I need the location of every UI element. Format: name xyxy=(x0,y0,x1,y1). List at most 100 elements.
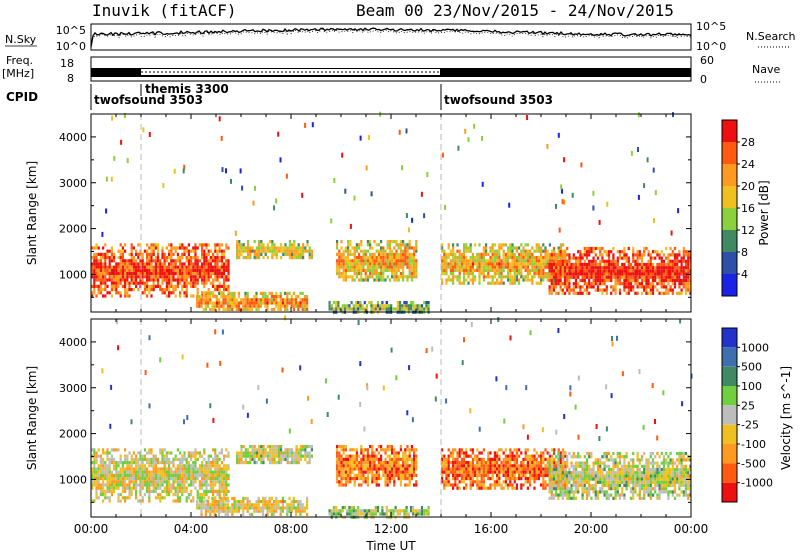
range-gate-cell xyxy=(610,275,613,279)
range-gate-cell xyxy=(264,246,267,250)
range-gate-cell xyxy=(441,272,444,276)
range-gate-cell xyxy=(275,291,278,295)
range-gate-cell xyxy=(124,457,127,461)
range-gate-cell xyxy=(152,265,155,269)
range-gate-cell xyxy=(165,480,168,484)
range-gate-cell xyxy=(275,249,278,253)
range-gate-cell xyxy=(293,252,296,256)
range-gate-cell xyxy=(555,275,558,279)
range-gate-cell xyxy=(165,259,168,263)
range-gate-cell xyxy=(253,304,256,308)
range-gate-cell xyxy=(176,448,179,452)
range-gate-cell xyxy=(349,448,352,452)
range-gate-cell xyxy=(612,259,615,263)
range-gate-cell xyxy=(342,252,345,256)
range-gate-cell xyxy=(406,246,409,250)
range-gate-cell xyxy=(520,470,523,474)
range-gate-cell xyxy=(553,252,556,256)
range-gate-cell xyxy=(97,467,100,471)
range-gate-cell xyxy=(476,467,479,471)
range-gate-cell xyxy=(216,268,219,272)
range-gate-cell xyxy=(618,275,622,279)
range-gate-cell xyxy=(146,489,149,493)
range-gate-cell xyxy=(588,246,591,251)
range-gate-cell xyxy=(185,291,188,295)
range-gate-cell xyxy=(259,304,262,308)
range-gate-cell xyxy=(552,259,556,263)
range-gate-cell xyxy=(445,480,448,484)
range-gate-cell xyxy=(135,281,138,285)
range-gate-cell xyxy=(364,457,367,461)
range-gate-cell xyxy=(369,268,372,272)
range-gate-cell xyxy=(130,464,133,468)
range-gate-cell xyxy=(226,307,229,311)
range-gate-cell xyxy=(638,272,641,276)
range-gate-cell xyxy=(469,454,472,458)
range-gate-cell xyxy=(362,457,365,461)
range-gate-cell xyxy=(406,477,409,481)
range-gate-cell xyxy=(458,464,461,468)
range-gate-cell xyxy=(476,259,479,263)
range-gate-cell xyxy=(251,307,254,311)
range-gate-cell xyxy=(478,464,481,468)
range-gate-cell xyxy=(351,268,354,272)
range-gate-cell xyxy=(601,278,604,283)
range-gate-cell xyxy=(454,483,457,487)
range-gate-cell xyxy=(207,506,210,510)
range-gate-cell xyxy=(271,243,274,247)
range-gate-cell xyxy=(135,461,138,465)
range-gate-cell xyxy=(176,489,179,493)
range-gate-cell xyxy=(190,275,193,279)
range-gate-cell xyxy=(636,266,639,270)
range-gate-cell xyxy=(150,448,153,452)
range-gate-cell xyxy=(104,464,107,468)
range-gate-cell xyxy=(161,483,164,487)
range-gate-cell xyxy=(594,275,597,279)
range-gate-cell xyxy=(126,272,129,276)
range-gate-cell xyxy=(269,240,272,244)
range-gate-cell xyxy=(99,493,102,497)
range-gate-cell xyxy=(102,288,105,292)
range-gate-cell xyxy=(489,259,492,263)
range-gate-cell xyxy=(618,288,622,292)
range-gate-cell xyxy=(386,256,389,260)
range-gate-cell xyxy=(358,265,361,269)
range-gate-cell xyxy=(684,278,688,283)
range-gate-cell xyxy=(577,272,580,276)
range-gate-cell xyxy=(174,265,177,269)
range-gate-cell xyxy=(209,307,212,311)
range-gate-cell xyxy=(605,272,608,276)
range-gate-cell xyxy=(460,268,463,272)
range-gate-cell xyxy=(277,301,280,305)
range-gate-cell xyxy=(275,301,278,305)
range-gate-cell xyxy=(240,503,243,507)
range-gate-cell xyxy=(404,464,407,468)
range-gate-cell xyxy=(351,477,354,481)
range-gate-cell xyxy=(500,464,503,468)
range-gate-cell xyxy=(621,275,624,279)
range-gate-cell xyxy=(172,473,175,477)
range-gate-cell xyxy=(522,461,525,465)
range-gate-cell xyxy=(415,265,418,269)
range-gate-cell xyxy=(117,480,120,484)
range-gate-cell xyxy=(614,288,617,292)
range-gate-cell xyxy=(518,477,521,481)
range-gate-cell xyxy=(110,489,113,493)
range-gate-cell xyxy=(248,298,251,302)
range-gate-cell xyxy=(555,256,558,260)
range-gate-cell xyxy=(244,307,247,311)
range-gate-cell xyxy=(150,489,153,493)
range-gate-cell xyxy=(559,250,562,254)
range-gate-cell xyxy=(546,278,549,282)
range-gate-cell xyxy=(349,268,352,272)
range-gate-cell xyxy=(359,135,362,141)
range-gate-cell xyxy=(614,278,617,283)
range-gate-cell xyxy=(246,301,249,305)
range-gate-cell xyxy=(649,291,652,295)
range-gate-cell xyxy=(408,252,411,256)
range-gate-cell xyxy=(257,307,260,311)
range-gate-cell xyxy=(496,457,499,461)
range-gate-cell xyxy=(231,301,234,305)
range-gate-cell xyxy=(540,256,543,260)
range-gate-cell xyxy=(203,473,206,477)
